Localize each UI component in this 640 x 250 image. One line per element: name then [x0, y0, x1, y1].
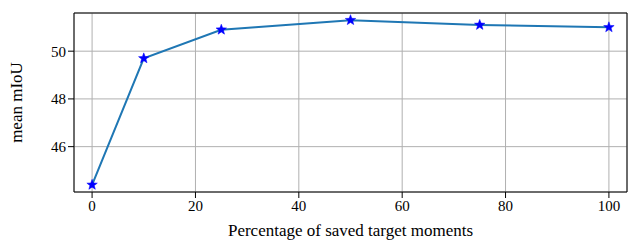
svg-text:80: 80: [498, 198, 513, 214]
svg-text:Percentage of saved target mom: Percentage of saved target moments: [228, 221, 473, 240]
svg-text:mean mIoU: mean mIoU: [8, 62, 26, 143]
svg-text:46: 46: [51, 139, 67, 155]
svg-text:40: 40: [291, 198, 306, 214]
svg-text:100: 100: [598, 198, 621, 214]
svg-text:50: 50: [51, 44, 66, 60]
svg-text:0: 0: [88, 198, 96, 214]
svg-text:20: 20: [188, 198, 203, 214]
svg-text:60: 60: [395, 198, 410, 214]
svg-text:48: 48: [51, 91, 66, 107]
